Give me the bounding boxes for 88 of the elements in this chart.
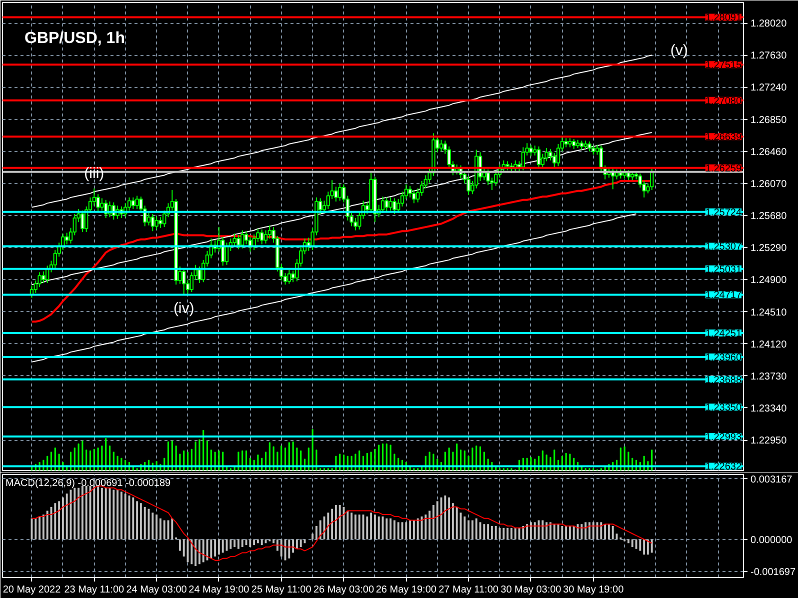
y-tick-label: 1.25290 [750, 243, 788, 254]
x-tick-label: 26 May 19:00 [376, 584, 437, 596]
candlestick [268, 224, 272, 240]
x-tick-label: 20 May 2022 [2, 584, 62, 596]
candlestick [506, 160, 510, 171]
candlestick [588, 141, 592, 152]
candlestick [150, 213, 155, 232]
candlestick [572, 138, 576, 150]
annotation: (iv) [173, 300, 194, 317]
y-tick-label: 1.23340 [750, 403, 788, 414]
x-tick-label: 24 May 03:00 [126, 584, 188, 596]
ref-line-label: 1.25724 [705, 207, 742, 218]
y-tick-label: 1.27630 [750, 50, 788, 62]
ref-line-label: 1.22993 [705, 432, 742, 444]
ref-line-label: 1.25031 [705, 264, 742, 276]
candlestick [591, 145, 596, 156]
y-tick-label: 1.26460 [750, 146, 788, 158]
ref-line-label: 1.24251 [705, 328, 742, 340]
candlestick [338, 182, 342, 202]
y-tick-label: 1.24120 [750, 339, 788, 350]
candlestick [260, 229, 264, 245]
candlestick [486, 168, 490, 186]
candlestick [564, 138, 568, 148]
text: (v) [670, 42, 688, 59]
text: GBP/USD, 1h [24, 30, 125, 47]
candlestick [264, 230, 268, 244]
candlestick [380, 196, 385, 214]
y-tick-label: 0.000000 [750, 534, 793, 546]
candlestick [232, 233, 236, 248]
y-tick-label: 1.26070 [750, 178, 788, 190]
x-tick-label: 30 May 03:00 [500, 584, 562, 596]
x-tick-label: 30 May 19:00 [563, 584, 624, 596]
x-tick-label: 23 May 11:00 [64, 584, 125, 596]
chart-title: MACD(12,26,9) -0.000691 -0.000189 [6, 478, 172, 489]
candlestick [536, 146, 541, 170]
y-tick-label: 1.22950 [750, 436, 788, 447]
ref-line-label: 1.23688 [705, 374, 742, 386]
candlestick [626, 170, 630, 181]
candlestick [198, 266, 202, 284]
candlestick [131, 196, 136, 210]
candlestick [580, 140, 584, 150]
candlestick [236, 234, 240, 250]
x-tick-label: 26 May 03:00 [313, 584, 374, 596]
candlestick [224, 242, 229, 266]
ref-line-label: 1.28091 [705, 12, 742, 24]
line-series [31, 54, 652, 208]
candlestick [354, 217, 358, 231]
candlestick [416, 188, 420, 203]
candlestick [80, 210, 84, 232]
candlestick [64, 232, 69, 245]
candlestick [158, 216, 162, 228]
x-tick-label: 24 May 19:00 [188, 584, 250, 596]
candlestick [568, 138, 572, 148]
candlestick [388, 196, 392, 212]
y-tick-label: 1.26850 [750, 114, 788, 126]
candlestick [182, 268, 186, 295]
candlestick [521, 146, 526, 171]
candlestick [162, 210, 166, 228]
x-tick-label: 25 May 11:00 [251, 584, 312, 596]
y-tick-label: 1.25680 [750, 211, 788, 222]
candlestick [466, 176, 470, 196]
candlestick [494, 170, 498, 186]
ref-line-label: 1.25307 [705, 242, 742, 253]
candlestick [529, 144, 533, 157]
y-tick-label: 1.24510 [750, 307, 788, 318]
candlestick [396, 198, 400, 214]
x-tick-label: 27 May 11:00 [438, 584, 499, 596]
candlestick [135, 195, 139, 210]
ref-line-label: 1.24717 [705, 290, 742, 302]
candlestick [392, 198, 396, 214]
y-tick-label: 1.24900 [750, 275, 788, 286]
candlestick [154, 216, 158, 230]
y-tick-label: 1.28020 [750, 18, 788, 30]
candlestick [439, 139, 444, 152]
candlestick [100, 198, 104, 212]
y-tick-label: 1.23730 [750, 371, 788, 382]
candlestick [287, 269, 292, 284]
candlestick [146, 212, 151, 226]
ref-line-label: 1.27080 [705, 96, 742, 107]
candlestick [384, 196, 389, 212]
y-tick-label: -0.001697 [750, 567, 796, 578]
ref-line-label: 1.22632 [705, 462, 742, 473]
candlestick [240, 230, 244, 249]
line-series [31, 213, 637, 362]
y-tick-label: 0.003167 [750, 474, 793, 486]
candlestick [412, 190, 416, 204]
y-tick-label: 1.27240 [750, 82, 788, 94]
ref-line-label: 1.23960 [705, 352, 742, 364]
